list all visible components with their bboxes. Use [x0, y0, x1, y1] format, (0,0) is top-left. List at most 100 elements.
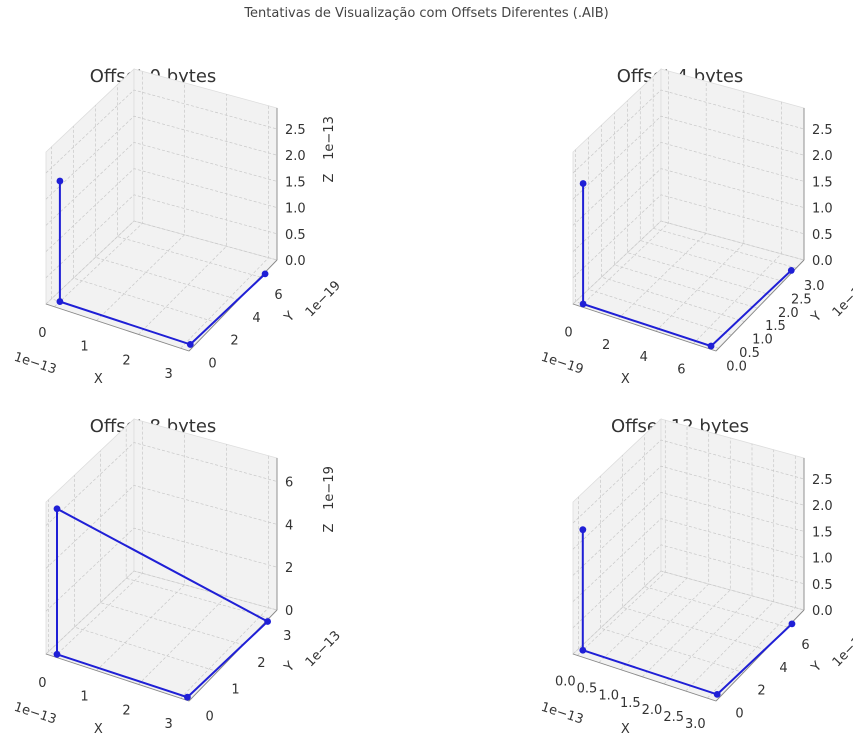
y-gridline [622, 455, 766, 651]
x-gridline [663, 443, 753, 685]
x-tick-label: 2 [602, 338, 610, 353]
y-gridline [627, 100, 771, 296]
z-tick-label: 1.0 [812, 202, 833, 217]
y-gridline [95, 105, 239, 301]
data-point [183, 693, 191, 701]
z-gridline [572, 220, 805, 305]
x-tick-label: 0 [564, 325, 572, 340]
x-tick-label: 0.0 [555, 674, 576, 689]
data-line [58, 181, 266, 346]
z-gridline [572, 544, 805, 629]
z-tick-label: 1.5 [812, 525, 833, 540]
y-offset-text: 1e−13 [830, 278, 853, 320]
x-tick-label: 0 [38, 326, 46, 341]
data-point [186, 341, 194, 348]
x-tick-label: 2.0 [642, 703, 663, 718]
subplot-offset-0: Offset 0 bytes 012302460.00.51.01.52.02.… [0, 40, 426, 395]
z-gridline [45, 194, 278, 279]
z-gridline [45, 115, 278, 200]
data-point [579, 526, 587, 534]
x-gridline [54, 71, 143, 308]
x-tick-label: 1.0 [598, 689, 619, 704]
x-tick-label: 6 [677, 363, 685, 378]
data-point [261, 270, 269, 278]
y-gridline [614, 112, 758, 309]
z-tick-label: 6 [285, 476, 293, 491]
y-offset-text: 1e−19 [303, 278, 344, 320]
z-tick-label: 2.0 [812, 149, 833, 164]
y-tick-label: 0.0 [726, 359, 747, 374]
y-tick-label: 3.0 [804, 279, 825, 294]
x-gridline [655, 91, 745, 332]
z-tick-label: 2.5 [812, 473, 833, 488]
subplot-offset-8: Offset 8 bytes 012301230246XY1e−131e−13Z… [0, 390, 426, 745]
y-tick-label: 4 [779, 661, 787, 676]
y-gridline [601, 125, 745, 322]
z-gridline [572, 194, 805, 279]
data-point [264, 618, 272, 625]
x-axis-line [45, 303, 190, 352]
z-gridline [572, 89, 805, 174]
z-gridline [45, 220, 278, 305]
x-offset-text: 1e−13 [12, 700, 58, 728]
z-tick-label: 0.0 [812, 604, 833, 619]
x-tick-label: 3 [164, 717, 172, 732]
data-point [56, 177, 64, 185]
z-tick-label: 1.5 [285, 175, 306, 190]
z-tick-label: 0.5 [812, 578, 833, 593]
x-offset-text: 1e−19 [539, 350, 585, 378]
y-tick-label: 0 [208, 356, 216, 371]
z-tick-label: 2.5 [285, 123, 306, 138]
y-tick-label: 2 [230, 334, 238, 349]
x-axis-label: X [621, 722, 630, 737]
data-point [56, 298, 64, 305]
x-gridline [138, 444, 227, 685]
x-tick-label: 3.0 [685, 717, 706, 732]
z-tick-label: 1.0 [285, 202, 306, 217]
z-gridline [45, 168, 278, 252]
x-gridline [580, 71, 669, 307]
y-offset-text: 1e−13 [303, 628, 344, 670]
y-axis-label: Y [281, 659, 298, 676]
z-tick-label: 2 [285, 561, 293, 576]
y-gridline [74, 475, 218, 672]
y-tick-label: 2 [257, 656, 265, 671]
data-point [53, 650, 61, 658]
x-axis-line [45, 653, 190, 702]
x-tick-label: 0.5 [577, 682, 598, 697]
y-tick-label: 2 [757, 684, 765, 699]
3d-axes: 0 1 2 3 0 1 2 3 0 2 4 6 X Y 1e−13 1e−13 Z 1e−19 [12, 418, 344, 737]
z-tick-label: 2.0 [285, 149, 306, 164]
y-gridline [600, 476, 744, 673]
z-axis-label: Z [322, 523, 337, 532]
data-point [53, 505, 61, 513]
z-gridline [572, 115, 805, 200]
z-gridline [45, 442, 278, 526]
z-gridline [572, 518, 805, 602]
y-axis-label: Y [281, 309, 298, 326]
x-axis-label: X [94, 722, 103, 737]
y-tick-label: 1 [231, 683, 239, 698]
x-tick-label: 1 [80, 690, 88, 705]
y-tick-label: 0 [205, 709, 213, 724]
y-tick-label: 1.5 [765, 319, 786, 334]
z-gridline [45, 570, 278, 655]
3d-axes: 0.0 0.5 1.0 1.5 2.0 2.5 3.002460.00.51.01.52.0… [539, 418, 853, 737]
subplot-offset-4: Offset 4 bytes 02460.00.51.01.52.02.53.0… [427, 40, 853, 395]
y-axis-line [715, 259, 805, 352]
data-point [579, 180, 587, 187]
x-tick-label: 0 [38, 676, 46, 691]
x-axis-line [572, 653, 717, 702]
y-tick-label: 2.5 [791, 292, 812, 307]
x-tick-label: 3 [164, 367, 172, 382]
z-offset-text: 1e−13 [322, 116, 337, 160]
z-tick-label: 1.0 [812, 552, 833, 567]
x-tick-label: 2 [122, 703, 130, 718]
z-gridline [45, 527, 278, 612]
x-axis-line [572, 303, 717, 352]
z-tick-label: 2.0 [812, 499, 833, 514]
z-tick-label: 0.0 [812, 254, 833, 269]
z-tick-label: 0.0 [285, 254, 306, 269]
data-point [787, 267, 795, 274]
